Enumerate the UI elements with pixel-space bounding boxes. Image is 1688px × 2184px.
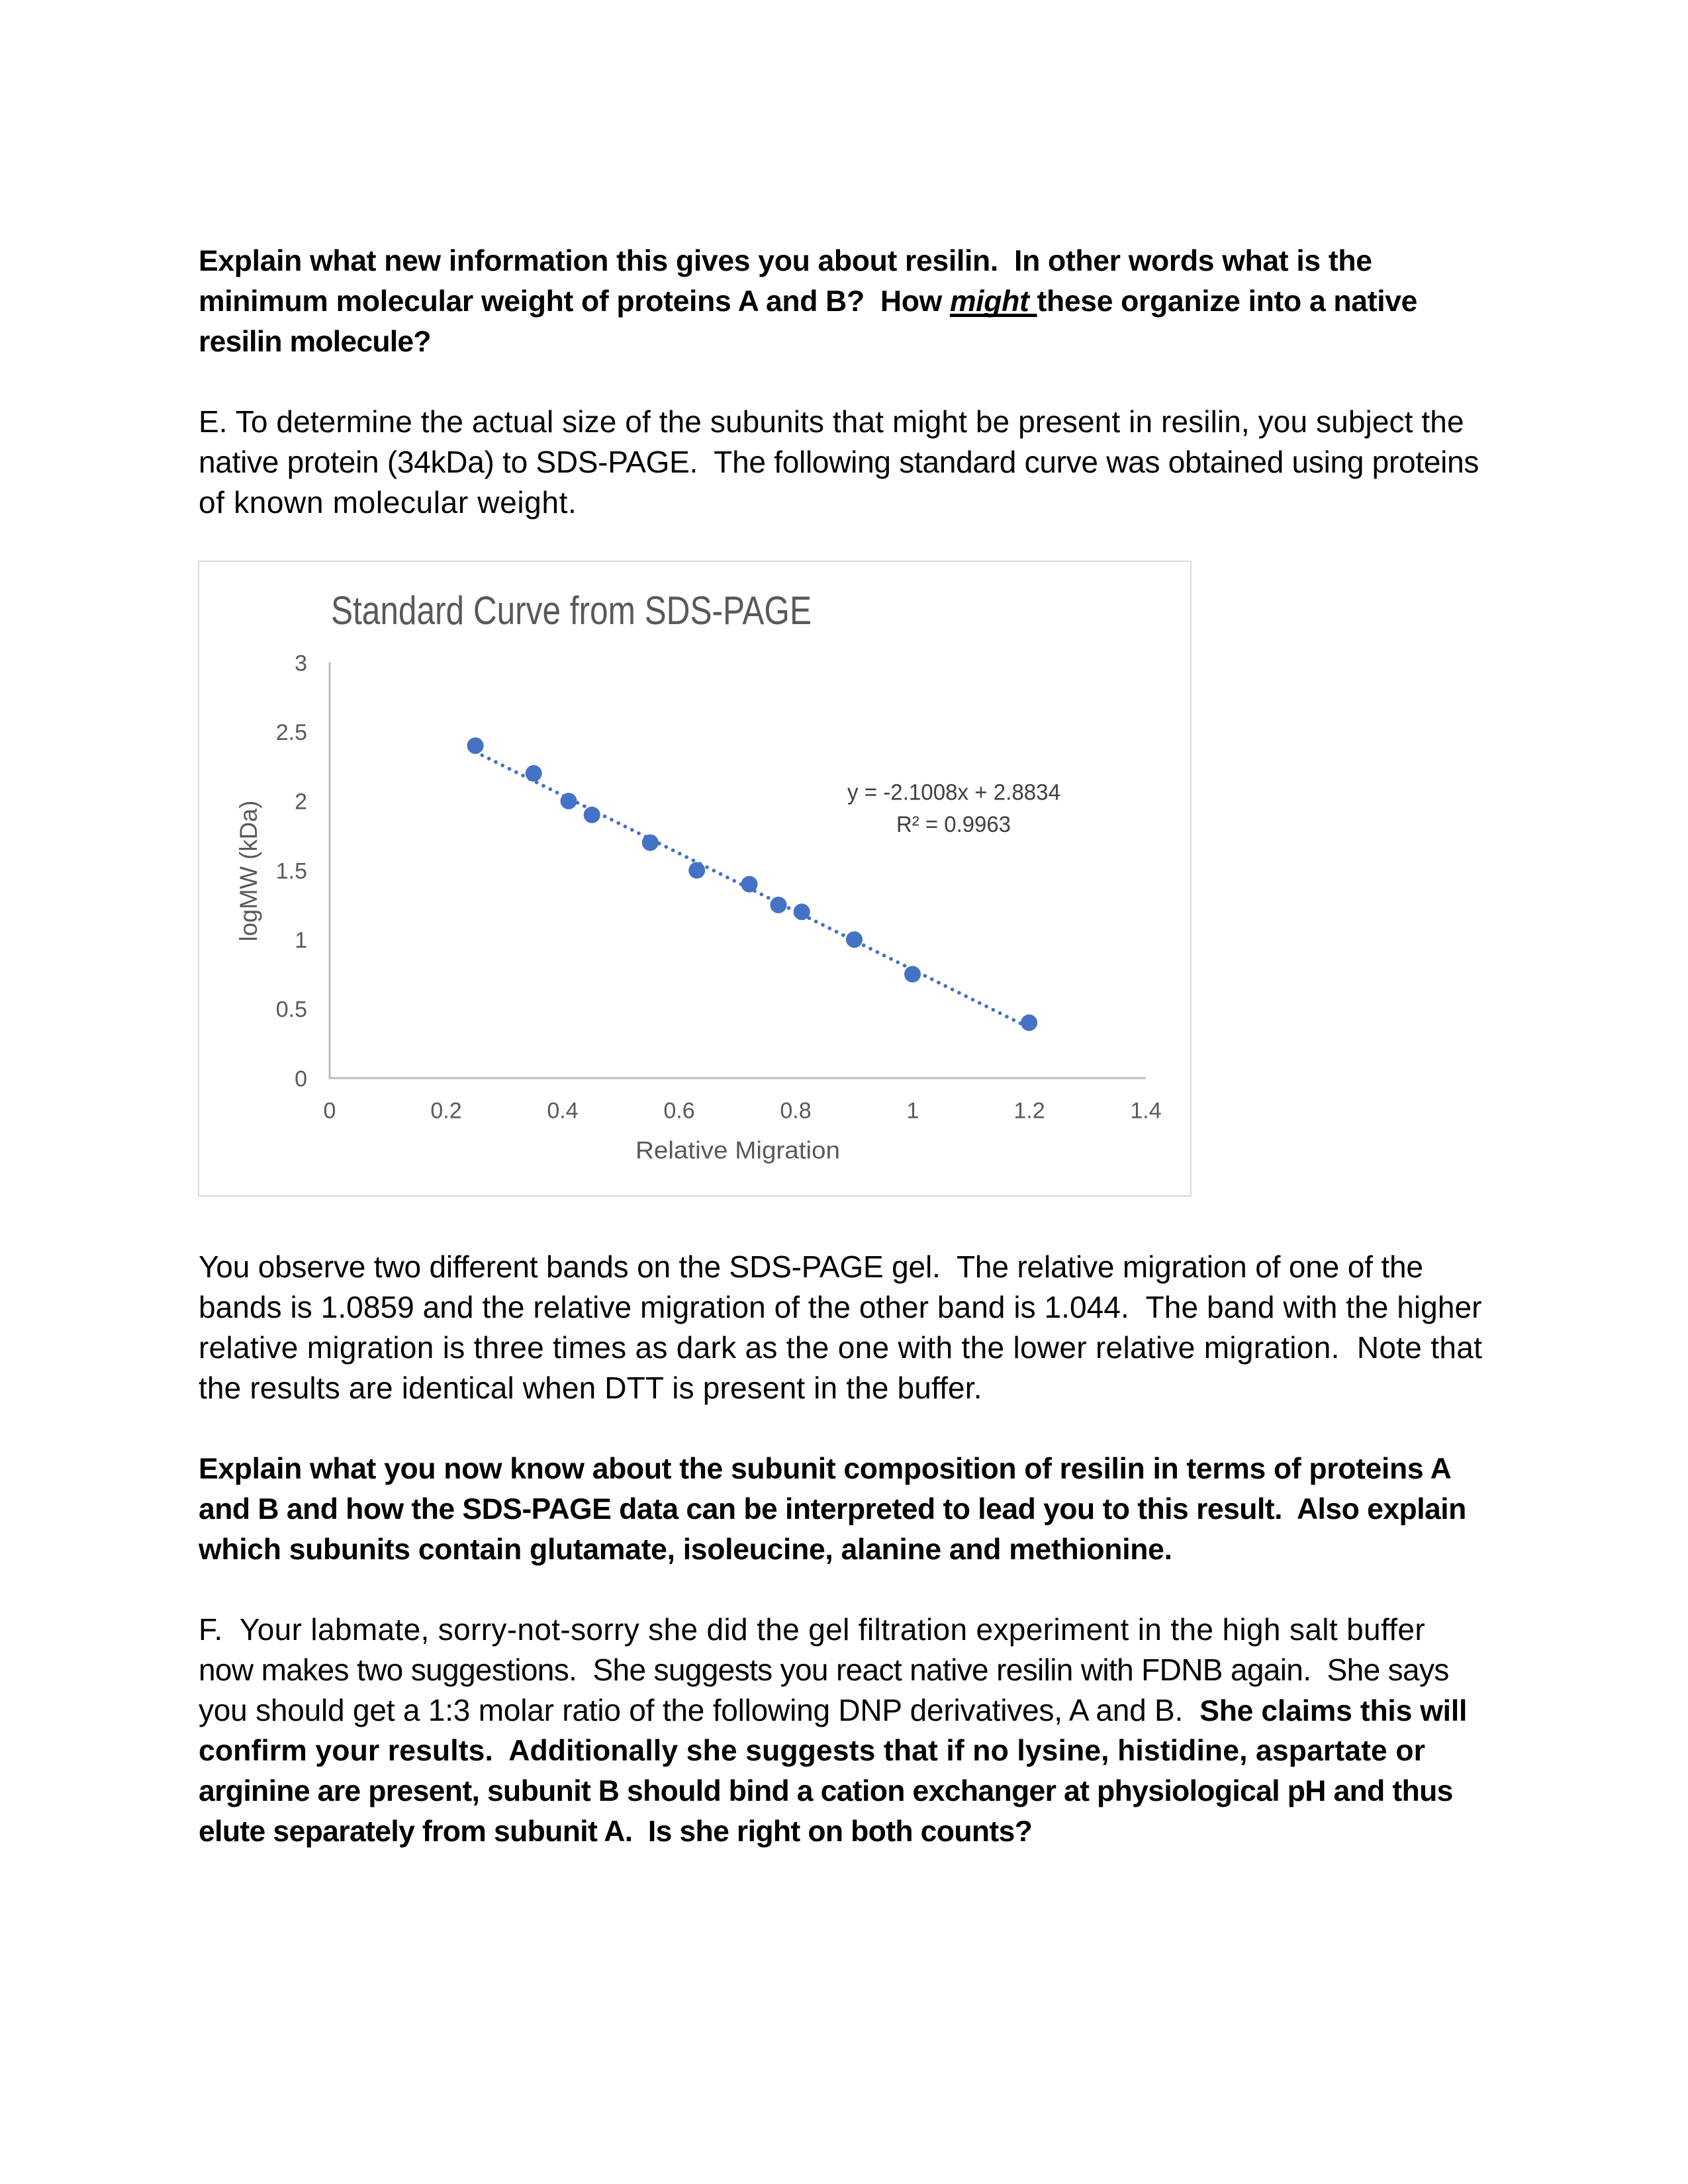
svg-text:1: 1 (295, 928, 307, 953)
svg-text:3: 3 (295, 651, 307, 676)
svg-text:0.4: 0.4 (547, 1099, 578, 1124)
svg-text:1.2: 1.2 (1013, 1099, 1045, 1124)
svg-text:1: 1 (907, 1099, 919, 1124)
svg-text:Standard Curve from SDS-PAGE: Standard Curve from SDS-PAGE (331, 588, 812, 633)
svg-text:0.6: 0.6 (663, 1099, 694, 1124)
svg-text:1.5: 1.5 (276, 858, 307, 884)
svg-text:0.8: 0.8 (780, 1099, 811, 1124)
svg-text:0.5: 0.5 (276, 997, 307, 1023)
svg-text:R² = 0.9963: R² = 0.9963 (896, 812, 1011, 837)
svg-text:1.4: 1.4 (1130, 1099, 1161, 1124)
svg-text:logMW (kDa): logMW (kDa) (235, 801, 262, 942)
svg-text:Relative Migration: Relative Migration (635, 1137, 840, 1164)
svg-text:0.2: 0.2 (430, 1099, 461, 1124)
svg-text:2: 2 (295, 790, 307, 815)
svg-text:0: 0 (295, 1066, 307, 1091)
svg-text:0: 0 (324, 1099, 336, 1124)
svg-text:2.5: 2.5 (276, 720, 307, 745)
svg-text:y = -2.1008x + 2.8834: y = -2.1008x + 2.8834 (847, 780, 1060, 805)
